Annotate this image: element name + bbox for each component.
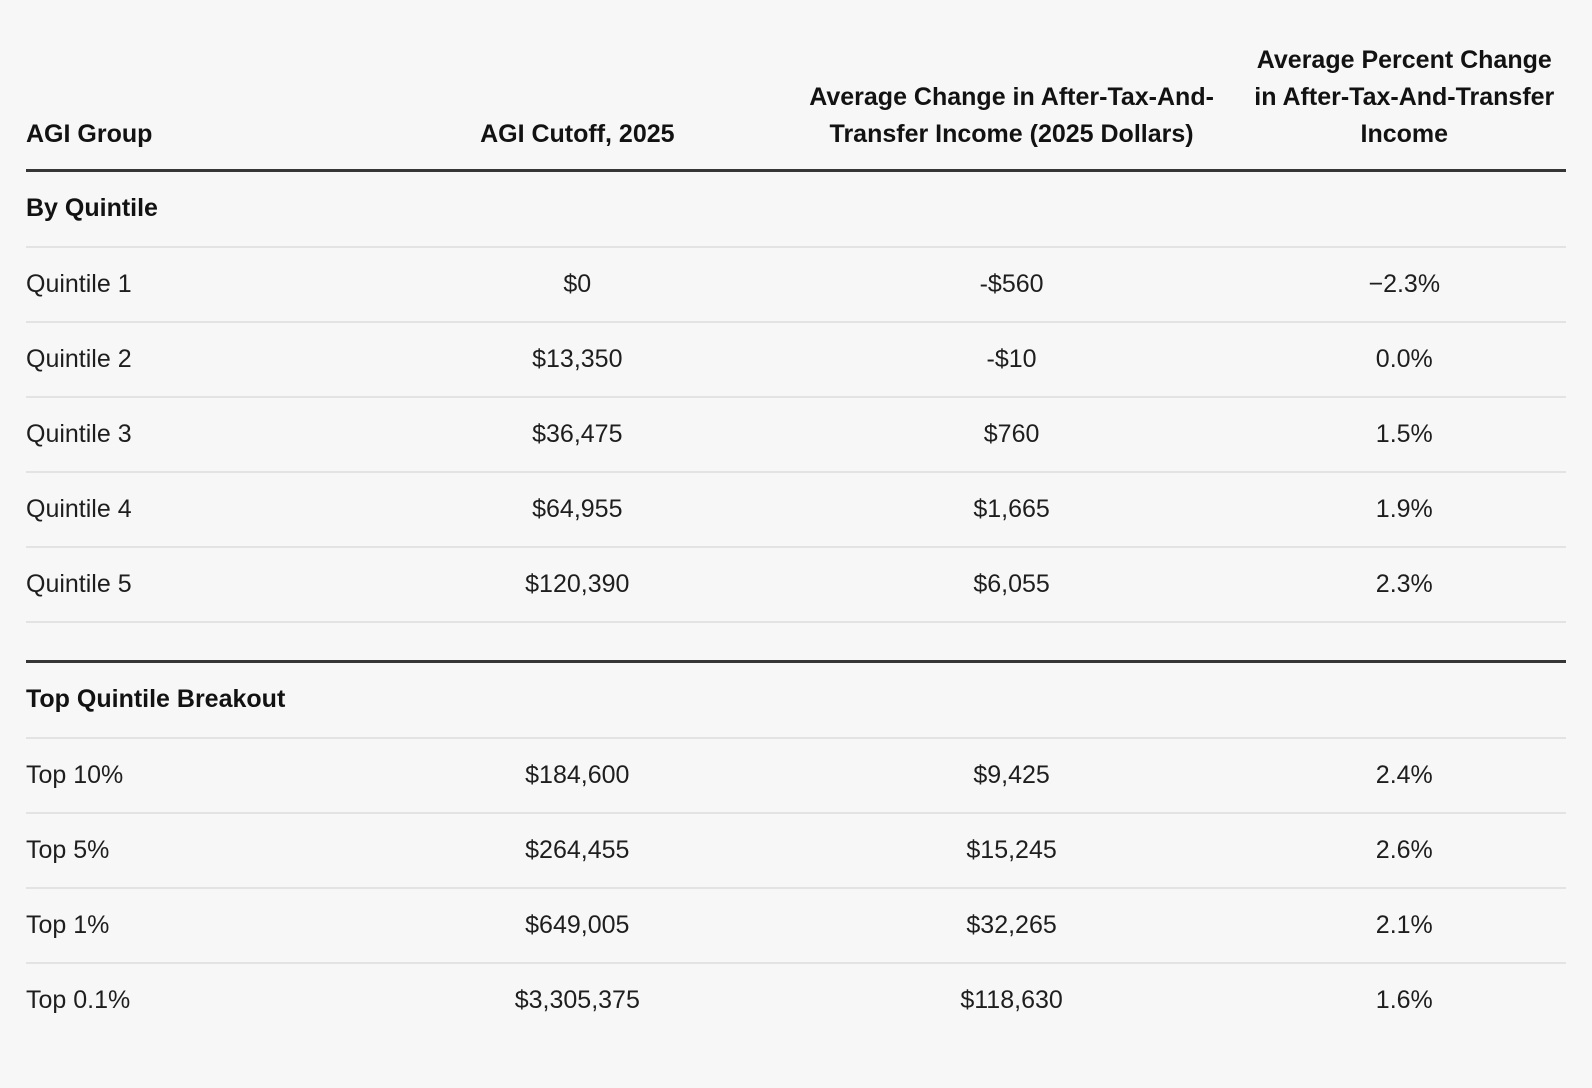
column-header-row: AGI Group AGI Cutoff, 2025 Average Chang… — [26, 0, 1566, 172]
agi-cutoff-cell: $0 — [374, 246, 781, 323]
avg-change-cell: $118,630 — [960, 986, 1063, 1014]
table-row: Quintile 4 $64,955 $1,665 1.9% — [26, 471, 1566, 548]
agi-cutoff-cell: $36,475 — [374, 396, 781, 473]
pct-change-cell: −2.3% — [1242, 246, 1566, 323]
pct-change-cell: 1.6% — [1375, 986, 1433, 1014]
table-row: Quintile 2 $13,350 -$10 0.0% — [26, 321, 1566, 398]
section-divider — [26, 621, 1566, 663]
agi-cutoff-cell: $3,305,375 — [514, 986, 640, 1014]
avg-change-cell: -$10 — [780, 321, 1243, 398]
agi-group-cell: Quintile 3 — [26, 396, 375, 473]
table-row: Top 5% $264,455 $15,245 2.6% — [26, 812, 1566, 889]
agi-group-cell: Quintile 2 — [26, 321, 375, 398]
agi-group-cell: Quintile 1 — [26, 246, 375, 323]
agi-cutoff-cell: $120,390 — [374, 546, 781, 623]
column-header-agi-cutoff: AGI Cutoff, 2025 — [374, 0, 781, 172]
table-row: Quintile 3 $36,475 $760 1.5% — [26, 396, 1566, 473]
column-header-pct-change: Average Percent Change in After-Tax-And-… — [1242, 0, 1566, 172]
agi-group-cell: Top 10% — [26, 737, 375, 814]
pct-change-cell: 2.3% — [1242, 546, 1566, 623]
table-header: AGI Group AGI Cutoff, 2025 Average Chang… — [26, 0, 1566, 172]
table-row: Top 0.1% $3,305,375 $118,630 1.6% — [26, 963, 1566, 1038]
pct-change-cell: 0.0% — [1242, 321, 1566, 398]
agi-group-cell: Top 1% — [26, 887, 375, 964]
agi-cutoff-cell: $649,005 — [374, 887, 781, 964]
section-header-row: By Quintile — [26, 170, 1566, 248]
pct-change-cell: 2.4% — [1242, 737, 1566, 814]
agi-cutoff-cell: $13,350 — [374, 321, 781, 398]
agi-cutoff-cell: $64,955 — [374, 471, 781, 548]
agi-cutoff-cell: $184,600 — [374, 737, 781, 814]
table-row: Top 1% $649,005 $32,265 2.1% — [26, 887, 1566, 964]
agi-group-cell: Quintile 5 — [26, 546, 375, 623]
agi-cutoff-cell: $264,455 — [374, 812, 781, 889]
avg-change-cell: $15,245 — [780, 812, 1243, 889]
section-divider-row — [26, 621, 1566, 663]
agi-group-cell: Top 0.1% — [26, 986, 131, 1014]
pct-change-cell: 1.5% — [1242, 396, 1566, 473]
table-row: Quintile 1 $0 -$560 −2.3% — [26, 246, 1566, 323]
avg-change-cell: -$560 — [780, 246, 1243, 323]
pct-change-cell: 1.9% — [1242, 471, 1566, 548]
avg-change-cell: $9,425 — [780, 737, 1243, 814]
table-row: Quintile 5 $120,390 $6,055 2.3% — [26, 546, 1566, 623]
section-title: By Quintile — [26, 170, 1566, 248]
income-change-table: AGI Group AGI Cutoff, 2025 Average Chang… — [26, 0, 1566, 1038]
avg-change-cell: $760 — [780, 396, 1243, 473]
avg-change-cell: $32,265 — [780, 887, 1243, 964]
table-row: Top 10% $184,600 $9,425 2.4% — [26, 737, 1566, 814]
agi-group-cell: Quintile 4 — [26, 471, 375, 548]
avg-change-cell: $1,665 — [780, 471, 1243, 548]
column-header-avg-change: Average Change in After-Tax-And-Transfer… — [780, 0, 1243, 172]
agi-group-cell: Top 5% — [26, 812, 375, 889]
section-title: Top Quintile Breakout — [26, 661, 1566, 739]
pct-change-cell: 2.6% — [1242, 812, 1566, 889]
section-header-row: Top Quintile Breakout — [26, 661, 1566, 739]
avg-change-cell: $6,055 — [780, 546, 1243, 623]
pct-change-cell: 2.1% — [1242, 887, 1566, 964]
table-body: By Quintile Quintile 1 $0 -$560 −2.3% Qu… — [26, 170, 1566, 1038]
column-header-agi-group: AGI Group — [26, 0, 375, 172]
